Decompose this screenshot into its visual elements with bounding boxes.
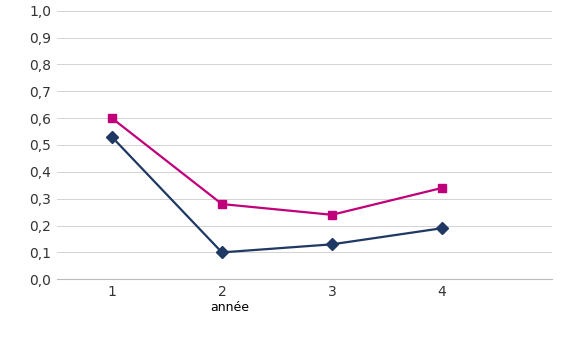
Line: Hommes: Hommes xyxy=(108,133,446,257)
Line: Femmes: Femmes xyxy=(108,114,446,219)
Femmes xyxy=(109,116,116,120)
Hommes xyxy=(109,135,116,139)
Femmes xyxy=(328,213,335,217)
Hommes xyxy=(218,250,225,255)
Femmes xyxy=(439,186,446,190)
Hommes xyxy=(439,226,446,231)
X-axis label: année: année xyxy=(211,301,250,314)
Femmes xyxy=(218,202,225,206)
Hommes xyxy=(328,242,335,246)
